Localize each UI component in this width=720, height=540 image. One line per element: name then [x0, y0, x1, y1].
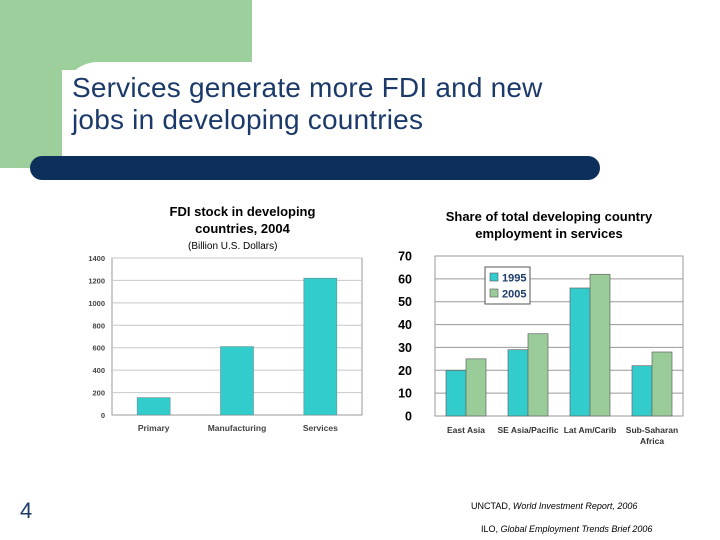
slide-number: 4 — [20, 498, 33, 523]
employment-x-tick-label: Africa — [640, 436, 664, 446]
fdi-bar-manufacturing — [220, 346, 254, 416]
employment-bar-2005 — [465, 358, 487, 417]
employment-y-tick-label: 0 — [405, 410, 412, 424]
source-unctad: UNCTAD, World Investment Report, 2006 — [471, 501, 637, 511]
fdi-y-tick-label: 0 — [101, 411, 105, 420]
title-panel — [62, 62, 720, 160]
slide-title: Services generate more FDI and new jobs … — [72, 72, 672, 136]
employment-x-tick-label: Lat Am/Carib — [564, 425, 617, 435]
employment-y-tick-label: 10 — [398, 387, 412, 401]
source-ilo: ILO, Global Employment Trends Brief 2006 — [481, 524, 652, 534]
employment-share-chart: 0 10 20 30 40 50 60 70 East Asia SE Asia/Pacific L… — [398, 250, 684, 446]
employment-y-tick-label: 30 — [398, 341, 412, 355]
fdi-x-tick-label: Manufacturing — [208, 423, 267, 433]
fdi-y-tick-label: 1000 — [88, 299, 105, 308]
fdi-y-tick-label: 200 — [92, 389, 105, 398]
employment-y-tick-label: 60 — [398, 272, 412, 286]
source-ilo-prefix: ILO, — [481, 524, 501, 534]
fdi-bar-primary — [136, 397, 171, 416]
employment-bar-2005 — [589, 273, 611, 417]
employment-legend-label: 1995 — [502, 273, 526, 285]
fdi-y-tick-label: 400 — [92, 366, 105, 375]
fdi-y-tick-label: 1400 — [88, 254, 105, 263]
slide-title-line-1: Services generate more FDI and new — [72, 72, 543, 103]
source-unctad-prefix: UNCTAD, — [471, 501, 513, 511]
employment-legend-label: 2005 — [502, 289, 526, 301]
source-unctad-title: World Investment Report, 2006 — [512, 501, 638, 511]
employment-y-tick-label: 20 — [398, 364, 412, 378]
fdi-chart-unit: (Billion U.S. Dollars) — [188, 241, 278, 252]
fdi-y-tick-label: 1200 — [88, 276, 105, 285]
fdi-x-tick-label: Primary — [138, 423, 170, 433]
title-underline-bar — [30, 156, 600, 180]
decorative-green-bar — [0, 0, 62, 168]
employment-x-tick-label: Sub-Saharan — [626, 425, 678, 435]
employment-bar-2005 — [651, 351, 673, 417]
source-ilo-title: Global Employment Trends Brief 2006 — [500, 524, 653, 534]
fdi-bar-services — [303, 277, 338, 416]
fdi-chart-title: FDI stock in developing countries, 2004 — [169, 204, 316, 236]
employment-y-tick-label: 50 — [398, 295, 412, 309]
employment-legend-swatch-1995 — [489, 272, 499, 282]
employment-bar-1995 — [569, 287, 591, 417]
employment-legend-swatch-2005 — [489, 288, 499, 298]
slide-title-line-2: jobs in developing countries — [72, 104, 424, 135]
employment-x-tick-label: SE Asia/Pacific — [497, 425, 558, 435]
fdi-y-tick-label: 800 — [92, 321, 105, 330]
fdi-stock-chart: 0 200 400 600 800 1000 1200 1400 Primary Manufact… — [88, 254, 363, 433]
employment-y-tick-label: 70 — [398, 250, 412, 264]
employment-bar-1995 — [631, 365, 653, 417]
employment-bar-1995 — [507, 349, 529, 417]
employment-y-tick-label: 40 — [398, 318, 412, 332]
employment-bar-1995 — [445, 369, 467, 417]
fdi-x-tick-label: Services — [303, 423, 338, 433]
employment-bar-2005 — [527, 333, 549, 417]
employment-x-tick-label: East Asia — [447, 425, 485, 435]
employment-chart-title: Share of total developing country employ… — [445, 209, 653, 241]
fdi-y-tick-label: 600 — [92, 344, 105, 353]
